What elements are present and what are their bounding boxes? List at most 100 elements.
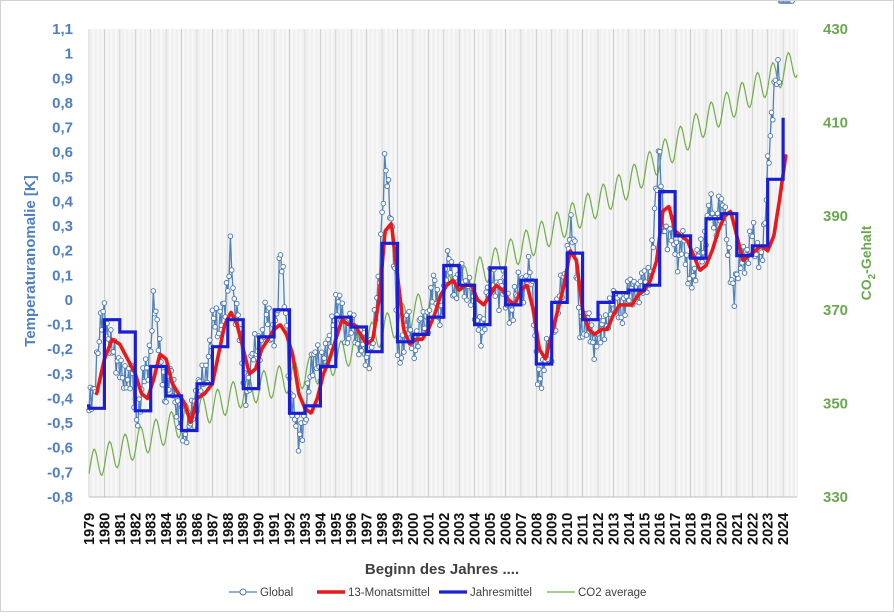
global-marker xyxy=(147,348,154,354)
global-marker xyxy=(698,236,704,242)
global-marker xyxy=(538,385,545,391)
global-marker xyxy=(293,423,299,429)
global-marker xyxy=(637,278,644,285)
global-marker xyxy=(597,339,604,346)
global-marker xyxy=(626,297,632,304)
x-tick-label: 2002 xyxy=(437,513,453,545)
global-marker xyxy=(699,259,705,265)
global-marker xyxy=(623,293,630,300)
global-marker xyxy=(406,308,412,315)
right-axis-title-rest: -Gehalt xyxy=(858,225,874,274)
global-marker xyxy=(245,374,252,381)
global-marker xyxy=(306,389,312,395)
global-marker xyxy=(572,238,578,244)
global-marker xyxy=(213,305,220,311)
x-tick-label: 2020 xyxy=(714,513,730,545)
x-tick-label: 1998 xyxy=(375,513,391,545)
global-marker xyxy=(744,246,750,253)
global-marker xyxy=(432,277,438,284)
x-axis-title: Beginn des Jahres .... xyxy=(365,561,519,578)
left-y-tick-label: -0,2 xyxy=(47,341,73,358)
global-marker xyxy=(534,381,541,388)
global-marker xyxy=(537,376,543,382)
legend-label: Jahresmittel xyxy=(470,587,532,599)
global-marker xyxy=(356,351,362,358)
x-tick-label: 1999 xyxy=(391,513,407,545)
global-marker xyxy=(280,263,286,270)
global-marker xyxy=(282,310,289,316)
global-marker xyxy=(362,362,369,368)
global-marker xyxy=(163,399,169,405)
x-tick-label: 1984 xyxy=(159,513,175,545)
global-marker xyxy=(725,252,731,259)
global-marker xyxy=(737,265,744,271)
global-marker xyxy=(741,270,748,276)
left-y-tick-label: -0,1 xyxy=(47,317,73,334)
global-marker xyxy=(108,327,114,333)
global-marker xyxy=(656,148,663,155)
global-marker xyxy=(651,205,658,212)
global-marker xyxy=(492,293,498,299)
x-tick-label: 1994 xyxy=(313,513,329,545)
global-marker xyxy=(705,202,712,209)
global-marker xyxy=(758,249,765,255)
global-marker xyxy=(588,322,595,328)
x-tick-label: 2012 xyxy=(591,513,607,545)
global-marker xyxy=(523,273,529,279)
x-tick-label: 2016 xyxy=(653,513,669,545)
global-marker xyxy=(668,237,675,244)
global-marker xyxy=(401,349,407,355)
x-tick-label: 2007 xyxy=(514,513,530,545)
global-marker xyxy=(266,305,272,311)
global-marker xyxy=(150,288,157,294)
global-marker xyxy=(259,326,266,333)
global-marker xyxy=(101,300,108,306)
global-marker xyxy=(636,299,642,306)
x-tick-label: 1995 xyxy=(329,513,345,545)
left-y-tick-label: 0,8 xyxy=(52,95,73,112)
left-y-tick-label: -0,4 xyxy=(47,391,74,408)
global-marker xyxy=(680,228,686,234)
global-marker xyxy=(447,269,453,276)
global-marker xyxy=(146,342,153,348)
x-tick-label: 1996 xyxy=(344,513,360,545)
global-marker xyxy=(299,437,306,443)
x-tick-label: 2008 xyxy=(529,513,545,545)
left-axis-title: Temperaturanomalie [K] xyxy=(22,175,39,346)
global-marker xyxy=(235,312,241,318)
global-marker xyxy=(322,340,329,347)
global-marker xyxy=(414,328,420,334)
global-marker xyxy=(403,312,410,319)
global-marker xyxy=(398,355,405,361)
left-y-tick-label: -0,6 xyxy=(47,440,73,457)
x-tick-label: 1981 xyxy=(113,513,129,545)
global-marker xyxy=(619,320,626,326)
global-marker xyxy=(329,313,335,319)
global-marker xyxy=(209,307,216,314)
global-marker xyxy=(295,448,302,454)
global-marker xyxy=(664,246,671,253)
global-marker xyxy=(183,439,190,446)
global-marker xyxy=(221,300,227,306)
global-marker xyxy=(674,268,681,275)
global-marker xyxy=(379,209,385,215)
global-marker xyxy=(718,196,725,202)
global-marker xyxy=(207,337,213,343)
global-marker xyxy=(496,307,502,314)
global-marker xyxy=(315,342,321,348)
minor-grid xyxy=(89,29,798,497)
x-tick-label: 2005 xyxy=(483,513,499,545)
global-marker xyxy=(575,304,582,311)
global-marker xyxy=(767,133,774,139)
global-marker xyxy=(437,322,443,328)
global-marker xyxy=(225,288,231,294)
global-marker xyxy=(234,300,240,307)
global-marker xyxy=(730,280,736,286)
global-marker xyxy=(509,307,515,313)
global-marker xyxy=(231,295,238,302)
legend-label: Global xyxy=(260,587,293,599)
x-tick-label: 1982 xyxy=(128,513,144,545)
x-tick-label: 2023 xyxy=(761,513,777,545)
global-marker xyxy=(515,269,522,275)
